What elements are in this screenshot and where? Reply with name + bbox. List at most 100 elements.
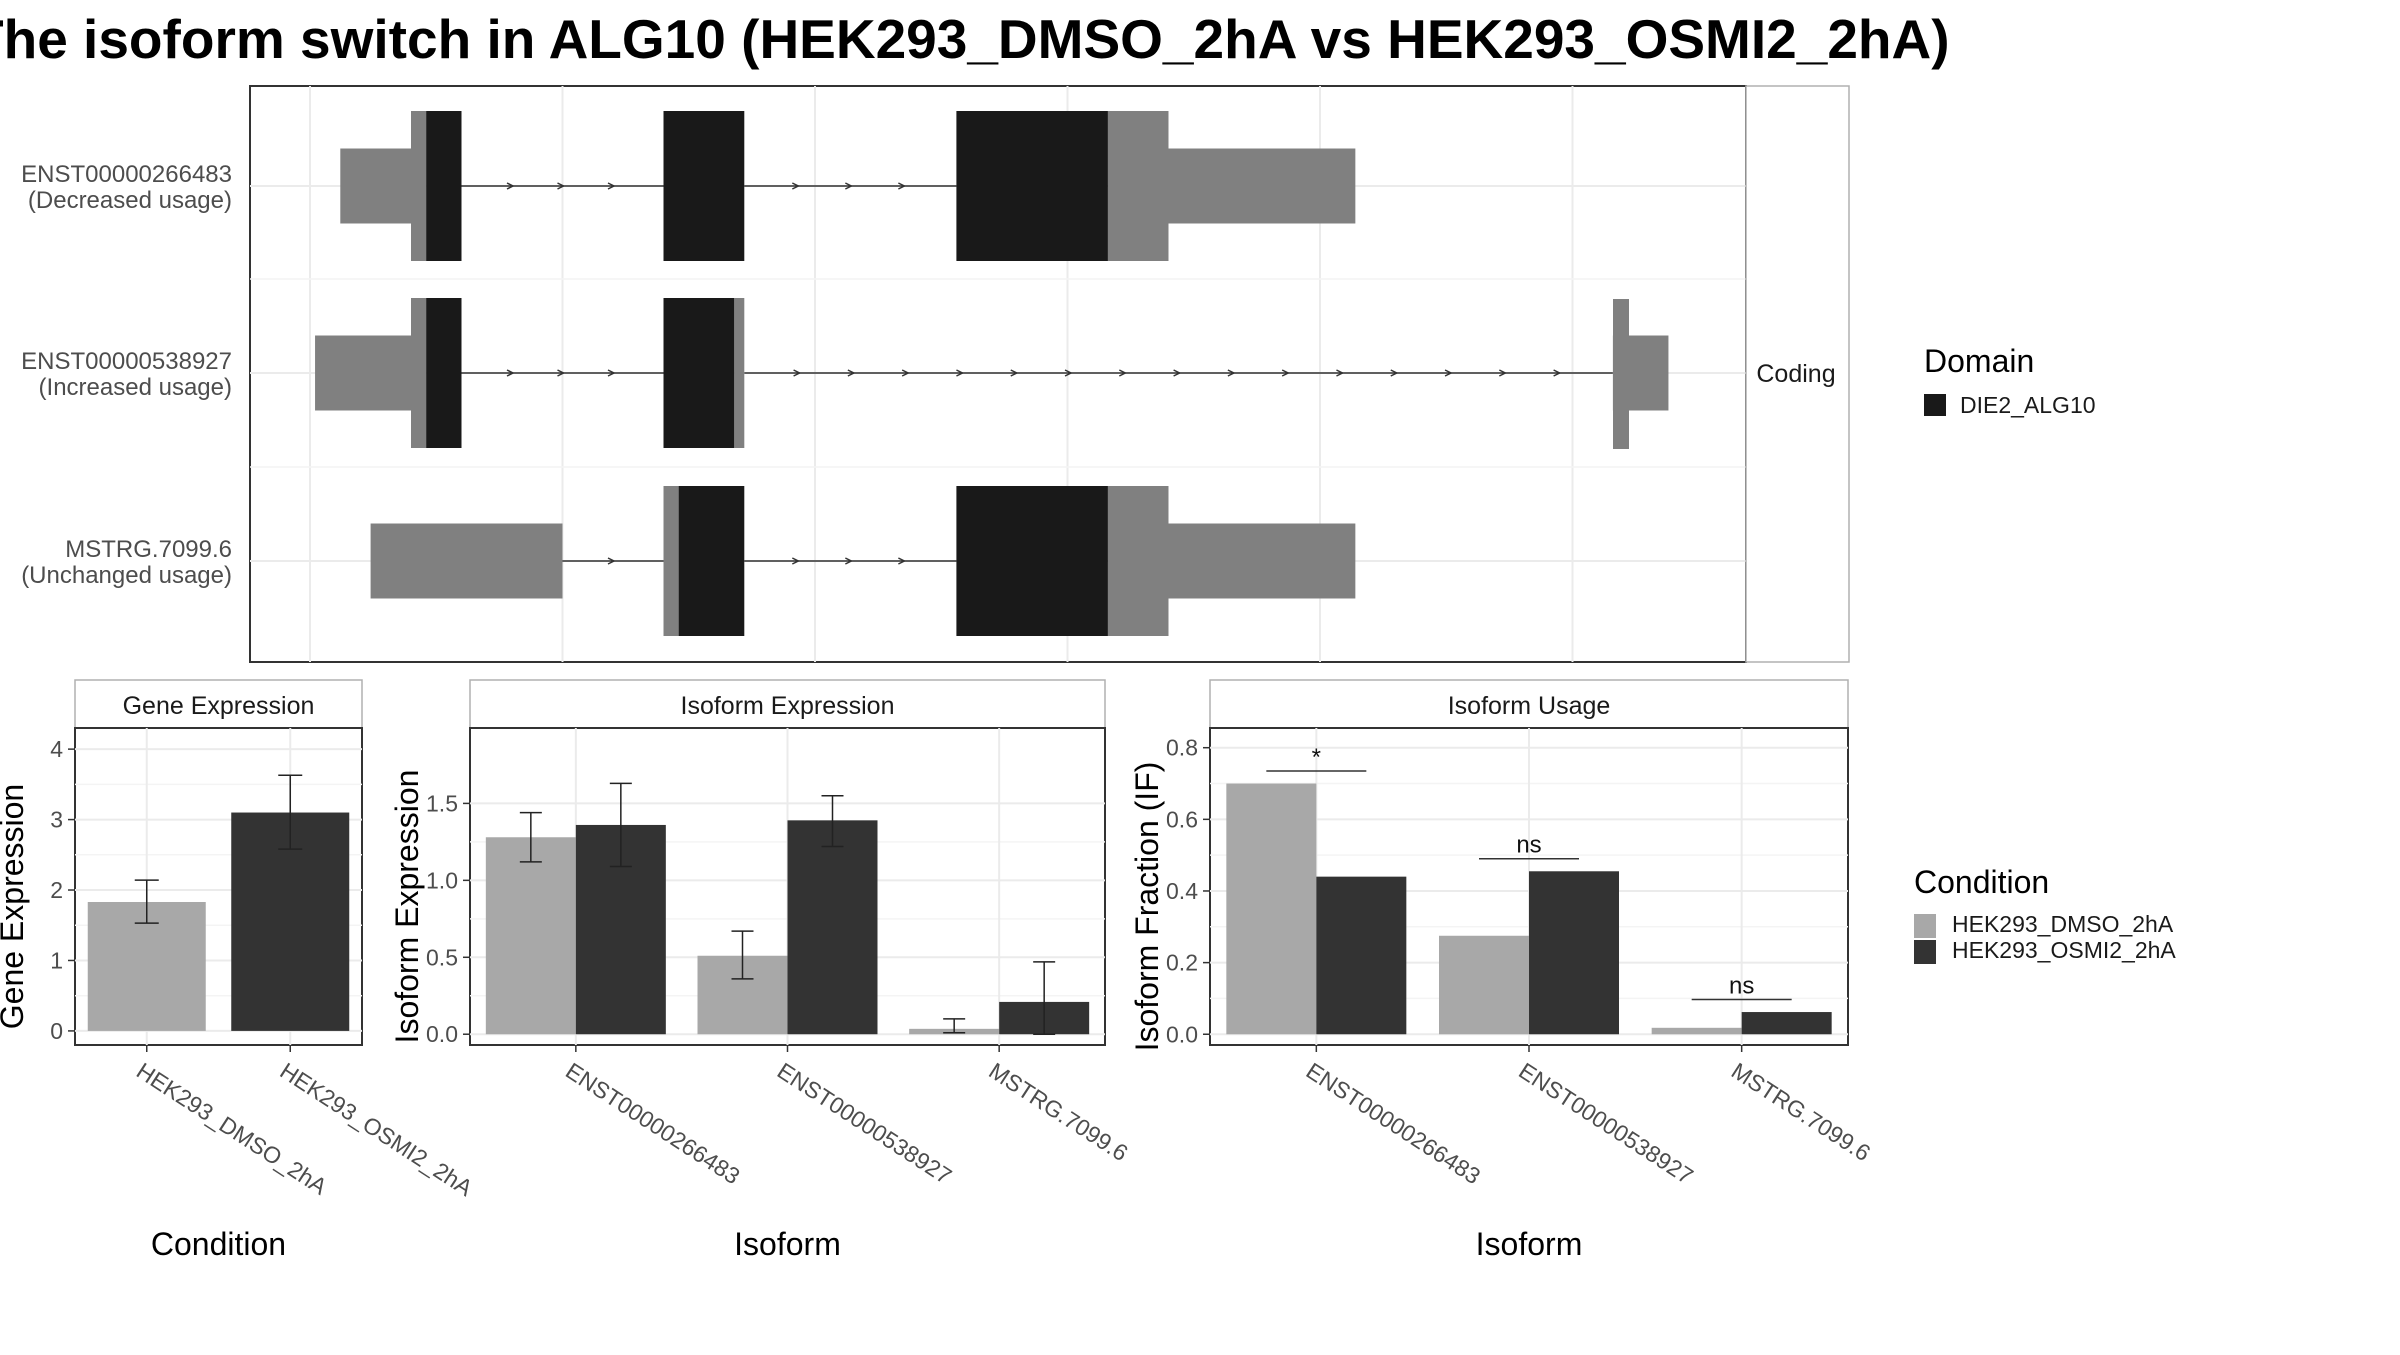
bar	[787, 820, 878, 1035]
intron-arrow	[607, 369, 616, 377]
significance-label: ns	[1729, 973, 1754, 1000]
error-bar	[519, 811, 542, 863]
bar	[1316, 876, 1407, 1035]
domain-block	[956, 486, 1108, 636]
bar	[1439, 935, 1529, 1035]
utr-block	[340, 148, 411, 224]
x-tick-label: ENST00000266483	[1302, 1057, 1486, 1189]
domain-legend: Domain DIE2_ALG10	[1924, 343, 2096, 418]
utr-block	[734, 298, 745, 448]
y-tick-label: 1.5	[426, 790, 458, 816]
y-tick-label: 0.2	[1166, 950, 1198, 976]
transcript-id-label: ENST00000266483	[21, 161, 232, 188]
y-tick-label: 4	[50, 736, 63, 762]
x-axis-title: Isoform	[1476, 1226, 1583, 1262]
bar	[1651, 1027, 1742, 1035]
domain-block	[426, 298, 462, 448]
transcript-usage-label: (Unchanged usage)	[21, 562, 232, 589]
intron-arrow	[1064, 369, 1073, 377]
x-tick-label: ENST00000266483	[561, 1057, 745, 1189]
significance-label: ns	[1516, 832, 1541, 859]
intron-arrow	[1173, 369, 1182, 377]
error-bar	[1033, 961, 1056, 1035]
transcript-rows: ENST00000266483(Decreased usage)ENST0000…	[21, 111, 1669, 636]
y-axis-title: Gene Expression	[0, 784, 30, 1029]
y-tick-label: 0.8	[1166, 735, 1198, 761]
transcript-ENST00000266483: ENST00000266483(Decreased usage)	[21, 111, 1356, 261]
y-tick-label: 0.4	[1166, 878, 1198, 904]
bar-panels: Gene Expression01234HEK293_DMSO_2hAHEK29…	[0, 679, 1875, 1262]
utr-block	[370, 523, 563, 599]
utr-block	[315, 335, 411, 411]
utr-block	[411, 111, 427, 261]
coding-facet-strip	[1745, 85, 1850, 663]
y-tick-label: 2	[50, 877, 63, 903]
legend-key-domain	[1924, 394, 1946, 416]
transcript-structure-panel: ENST00000266483(Decreased usage)ENST0000…	[21, 85, 1850, 663]
intron-arrow	[607, 557, 616, 565]
legend-key-condition	[1914, 914, 1936, 938]
transcript-ENST00000538927: ENST00000538927(Increased usage)	[21, 298, 1669, 449]
error-bar	[134, 879, 159, 924]
error-bar	[731, 930, 754, 980]
intron-arrow	[898, 557, 907, 565]
panel-isoform-usage: Isoform Usage 0.0 0.2 0.4 0.6 0.8 * ns ns ENST000…	[1129, 679, 1875, 1262]
y-tick-label: 0	[50, 1018, 63, 1044]
utr-block	[1168, 148, 1356, 224]
condition-legend-title: Condition	[1914, 864, 2049, 900]
panel-title: Isoform Usage	[1448, 692, 1611, 720]
bar	[1741, 1012, 1832, 1035]
domain-block	[678, 486, 745, 636]
intron-arrow	[557, 182, 566, 190]
transcript-usage-label: (Increased usage)	[39, 374, 232, 401]
x-axis-title: Isoform	[734, 1226, 841, 1262]
x-axis-title: Condition	[151, 1226, 286, 1262]
error-bar	[609, 782, 632, 868]
y-tick-label: 0.0	[1166, 1021, 1198, 1047]
legend-label-condition: HEK293_OSMI2_2hA	[1952, 937, 2176, 963]
intron-arrow	[901, 369, 910, 377]
intron-arrow	[557, 369, 566, 377]
y-axis-title: Isoform Fraction (IF)	[1129, 762, 1165, 1052]
legend-key-condition	[1914, 940, 1936, 964]
domain-block	[426, 111, 462, 261]
y-tick-label: 1	[50, 947, 63, 973]
utr-block	[1613, 299, 1629, 449]
utr-block	[1168, 523, 1356, 599]
intron-arrow	[607, 182, 616, 190]
transcript-usage-label: (Decreased usage)	[28, 187, 232, 214]
y-tick-label: 0.0	[426, 1021, 458, 1047]
bar	[1226, 783, 1317, 1035]
intron-arrow	[898, 182, 907, 190]
y-tick-label: 1.0	[426, 867, 458, 893]
condition-legend: Condition HEK293_DMSO_2hAHEK293_OSMI2_2h…	[1914, 864, 2176, 964]
transcript-MSTRG.7099.6: MSTRG.7099.6(Unchanged usage)	[21, 486, 1356, 636]
x-tick-label: MSTRG.7099.6	[1727, 1057, 1875, 1166]
y-tick-label: 3	[50, 807, 63, 833]
transcript-id-label: ENST00000538927	[21, 348, 232, 375]
domain-block	[663, 298, 735, 448]
bar	[1529, 871, 1619, 1035]
panel-strip	[74, 679, 363, 729]
intron-arrow	[845, 182, 854, 190]
bar	[485, 837, 576, 1035]
intron-arrow	[1444, 369, 1453, 377]
intron-arrow	[793, 369, 802, 377]
y-axis-title: Isoform Expression	[389, 770, 425, 1044]
error-bar	[821, 794, 844, 848]
intron-arrow	[1118, 369, 1127, 377]
intron-arrow	[506, 182, 515, 190]
panel-title: Gene Expression	[123, 692, 315, 720]
intron-arrow	[1336, 369, 1345, 377]
x-tick-label: ENST00000538927	[1514, 1057, 1698, 1189]
panel-title: Isoform Expression	[681, 692, 895, 720]
significance-label: *	[1312, 744, 1321, 771]
y-tick-label: 0.6	[1166, 806, 1198, 832]
panel-isoform-expression: Isoform Expression0.00.51.01.5ENST000002…	[389, 679, 1133, 1262]
domain-legend-title: Domain	[1924, 343, 2034, 379]
utr-block	[411, 298, 427, 448]
intron-arrow	[847, 369, 856, 377]
panel-strip	[469, 679, 1106, 729]
